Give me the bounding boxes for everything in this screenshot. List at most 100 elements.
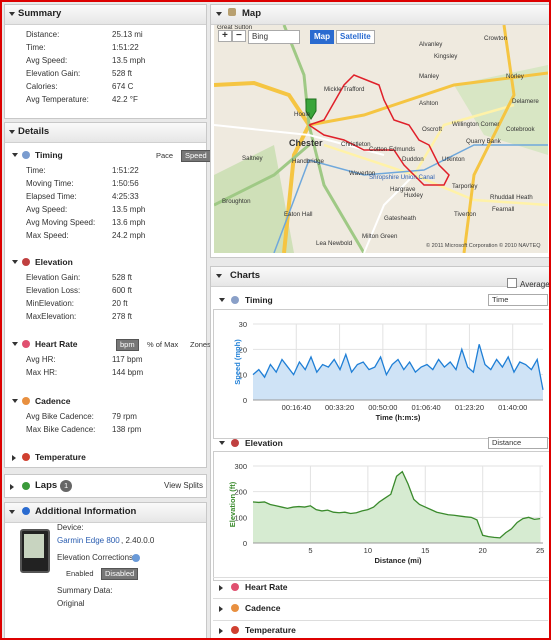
x-tick-label: 01:40:00 bbox=[498, 403, 527, 412]
toggle-arrow[interactable] bbox=[9, 510, 15, 517]
icon bbox=[231, 604, 239, 612]
icon bbox=[22, 507, 30, 515]
chart: 0 10 20 30 00:16:40 00:33:20 00:50:00 01:06:40 0… bbox=[213, 309, 549, 439]
place-label: Cotton Edmunds bbox=[369, 146, 415, 153]
details-panel bbox=[4, 122, 207, 468]
map-road bbox=[214, 143, 310, 207]
chart-selector[interactable]: Distance bbox=[488, 437, 548, 449]
toggle-arrow[interactable] bbox=[219, 441, 225, 448]
section-header bbox=[5, 503, 206, 523]
map[interactable]: Great Sutton Alvanley Crowton Kingsley Norle… bbox=[214, 25, 548, 253]
option-button[interactable]: Zones bbox=[190, 340, 211, 349]
row-value: 1:50:56 bbox=[112, 179, 139, 188]
start-marker bbox=[305, 98, 317, 120]
icon bbox=[231, 296, 239, 304]
toggle-arrow[interactable] bbox=[219, 628, 226, 634]
place-label: Delamere bbox=[512, 98, 539, 105]
toggle-arrow[interactable] bbox=[12, 455, 19, 461]
place-label: Shropshire Union Canal bbox=[369, 174, 435, 181]
row-label: Moving Time: bbox=[26, 179, 74, 188]
group-title: Elevation bbox=[35, 257, 73, 267]
option-button[interactable]: % of Max bbox=[147, 340, 179, 349]
data-line bbox=[252, 470, 541, 539]
row-value: 4:25:33 bbox=[112, 192, 139, 201]
row-value: 674 C bbox=[112, 82, 134, 91]
row-label: Avg Temperature: bbox=[26, 95, 89, 104]
map-road bbox=[308, 71, 548, 127]
toggle-arrow[interactable] bbox=[9, 130, 15, 137]
place-label: Gatesheath bbox=[384, 215, 417, 222]
map-mode[interactable]: Satellite bbox=[336, 30, 375, 44]
toggle-arrow[interactable] bbox=[216, 12, 222, 19]
map-road bbox=[462, 25, 516, 253]
row-value: 79 rpm bbox=[112, 412, 137, 421]
place-label: Crowton bbox=[484, 35, 508, 42]
section-header bbox=[5, 5, 206, 25]
toggle-arrow[interactable] bbox=[9, 12, 15, 19]
toggle-arrow[interactable] bbox=[12, 260, 18, 267]
place-label: Handbridge bbox=[292, 158, 325, 165]
x-tick-label: 01:23:20 bbox=[455, 403, 484, 412]
collapsed-chart-title[interactable]: Temperature bbox=[245, 625, 296, 635]
map-mode[interactable]: Map bbox=[310, 30, 334, 44]
group-title: Timing bbox=[35, 150, 63, 160]
correction-option[interactable]: Disabled bbox=[101, 568, 139, 580]
place-label: Ashton bbox=[419, 100, 439, 107]
toggle-arrow[interactable] bbox=[216, 274, 222, 281]
icon bbox=[228, 8, 236, 16]
collapsed-chart-title[interactable]: Cadence bbox=[245, 603, 281, 613]
area-fill bbox=[253, 344, 543, 400]
y-axis-label: Speed (mph) bbox=[233, 339, 242, 385]
y-tick-label: 300 bbox=[234, 462, 247, 471]
toggle-arrow[interactable] bbox=[12, 399, 18, 406]
icon bbox=[22, 397, 30, 405]
y-tick-label: 100 bbox=[234, 513, 247, 522]
place-label: Utkinton bbox=[442, 156, 465, 163]
collapsed-chart-title[interactable]: Heart Rate bbox=[245, 582, 288, 592]
option-button[interactable]: Speed bbox=[181, 150, 211, 162]
chart-title: Elevation bbox=[245, 438, 283, 448]
device-link[interactable]: Garmin Edge 800 bbox=[57, 536, 120, 545]
toggle-arrow[interactable] bbox=[219, 606, 226, 612]
average-label: Average bbox=[520, 280, 550, 289]
zoom-out[interactable]: − bbox=[232, 30, 246, 42]
section-header bbox=[211, 5, 549, 25]
average-checkbox[interactable] bbox=[507, 278, 517, 288]
section-title: Charts bbox=[230, 270, 261, 281]
provider-select[interactable]: Bing bbox=[248, 30, 300, 44]
toggle-arrow[interactable] bbox=[219, 585, 226, 591]
summary-data-label: Summary Data: bbox=[57, 586, 113, 595]
row-label: Elapsed Time: bbox=[26, 192, 77, 201]
row-label: Avg Bike Cadence: bbox=[26, 412, 94, 421]
row-value: 13.5 mph bbox=[112, 56, 146, 65]
place-label: Norley bbox=[506, 73, 525, 80]
section-title: Laps bbox=[35, 480, 58, 491]
map-road bbox=[412, 103, 515, 176]
row-value: 528 ft bbox=[112, 273, 133, 282]
place-label: Chester bbox=[289, 138, 323, 148]
area-fill bbox=[253, 471, 541, 543]
toggle-arrow[interactable] bbox=[12, 153, 18, 160]
x-tick-label: 10 bbox=[364, 546, 372, 555]
place-label: Broughton bbox=[222, 198, 251, 205]
view-splits-link[interactable]: View Splits bbox=[164, 481, 203, 490]
y-tick-label: 0 bbox=[243, 539, 247, 548]
x-tick-label: 20 bbox=[479, 546, 487, 555]
row-value: 528 ft bbox=[112, 69, 133, 78]
summary-data-value: Original bbox=[57, 599, 85, 608]
toggle-arrow[interactable] bbox=[12, 342, 18, 349]
y-tick-label: 0 bbox=[243, 396, 247, 405]
place-label: Oscroft bbox=[422, 126, 442, 133]
option-button[interactable]: Pace bbox=[156, 151, 174, 160]
device-version: , 2.40.0.0 bbox=[121, 536, 155, 545]
zoom-in[interactable]: + bbox=[218, 30, 232, 42]
chart-selector[interactable]: Time bbox=[488, 294, 548, 306]
correction-option[interactable]: Enabled bbox=[66, 569, 94, 578]
toggle-arrow[interactable] bbox=[10, 484, 17, 490]
section-header bbox=[5, 123, 206, 143]
laps-panel bbox=[4, 474, 207, 498]
row-label: Distance: bbox=[26, 30, 60, 39]
toggle-arrow[interactable] bbox=[219, 298, 225, 305]
option-button[interactable]: bpm bbox=[116, 339, 139, 351]
